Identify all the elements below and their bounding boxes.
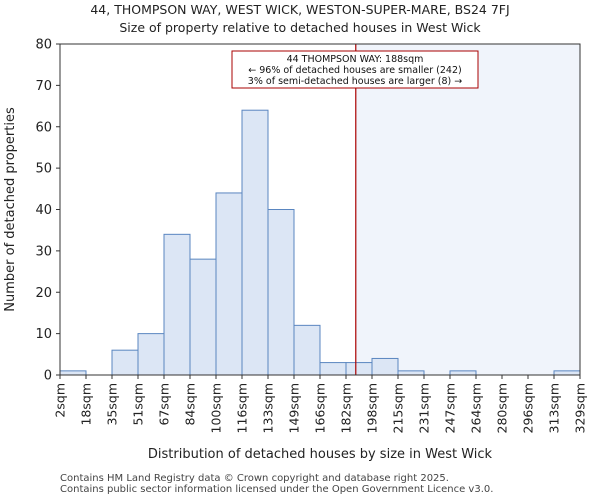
- x-tick-label: 215sqm: [391, 383, 406, 433]
- x-tick-label: 247sqm: [443, 383, 458, 433]
- annotation-line: 3% of semi-detached houses are larger (8…: [248, 76, 462, 87]
- y-tick-label: 70: [35, 79, 52, 94]
- x-tick-label: 84sqm: [183, 383, 198, 426]
- x-tick-label: 51sqm: [131, 383, 146, 426]
- y-axis-label: Number of detached properties: [3, 107, 18, 312]
- y-tick-label: 10: [35, 327, 52, 342]
- x-tick-label: 313sqm: [547, 383, 562, 433]
- bar: [319, 362, 347, 376]
- bar: [189, 258, 217, 376]
- y-tick-label: 50: [35, 162, 52, 177]
- x-tick-label: 116sqm: [235, 383, 250, 433]
- bar: [397, 370, 425, 376]
- x-axis-label: Distribution of detached houses by size …: [148, 447, 493, 462]
- x-tick-label: 296sqm: [521, 383, 536, 433]
- x-tick-label: 329sqm: [573, 383, 588, 433]
- bar: [163, 233, 191, 376]
- bar: [59, 370, 87, 376]
- chart-subtitle: Size of property relative to detached ho…: [119, 20, 481, 35]
- annotation-line: 44 THOMPSON WAY: 188sqm: [287, 54, 424, 65]
- bar: [553, 370, 581, 376]
- x-tick-label: 149sqm: [287, 383, 302, 433]
- bar: [267, 209, 295, 376]
- y-tick-label: 80: [35, 38, 52, 53]
- x-tick-label: 67sqm: [157, 383, 172, 426]
- x-tick-label: 166sqm: [313, 383, 328, 433]
- bar: [137, 333, 165, 376]
- x-tick-label: 133sqm: [261, 383, 276, 433]
- footer-line-2: Contains public sector information licen…: [60, 484, 494, 495]
- x-tick-label: 2sqm: [53, 383, 68, 418]
- bar: [345, 362, 373, 376]
- footer-line-1: Contains HM Land Registry data © Crown c…: [60, 473, 449, 484]
- x-tick-label: 198sqm: [365, 383, 380, 433]
- x-tick-label: 100sqm: [209, 383, 224, 433]
- chart-title: 44, THOMPSON WAY, WEST WICK, WESTON-SUPE…: [90, 2, 510, 17]
- histogram-chart: 0 10 20 30 40 50 60 70 80 2sqm 18sqm 35sqm 51sqm 67sq…: [3, 38, 588, 463]
- y-tick-label: 30: [35, 244, 52, 259]
- bar: [371, 357, 399, 376]
- x-tick-label: 35sqm: [105, 383, 120, 426]
- annotation-box: [231, 50, 479, 89]
- bar: [111, 349, 139, 376]
- x-tick-label: 280sqm: [495, 383, 510, 433]
- x-tick-label: 182sqm: [339, 383, 354, 433]
- y-tick-label: 0: [44, 369, 52, 384]
- y-tick-label: 20: [35, 286, 52, 301]
- bar: [293, 324, 321, 376]
- y-tick-label: 60: [35, 120, 52, 135]
- y-tick-label: 40: [35, 203, 52, 218]
- highlight-region: [355, 44, 580, 375]
- x-tick-label: 264sqm: [469, 383, 484, 433]
- x-tick-label: 18sqm: [79, 383, 94, 426]
- annotation-line: ← 96% of detached houses are smaller (24…: [248, 65, 461, 76]
- bar: [215, 192, 243, 376]
- bar: [241, 109, 269, 376]
- bar: [449, 370, 477, 376]
- x-tick-label: 231sqm: [417, 383, 432, 433]
